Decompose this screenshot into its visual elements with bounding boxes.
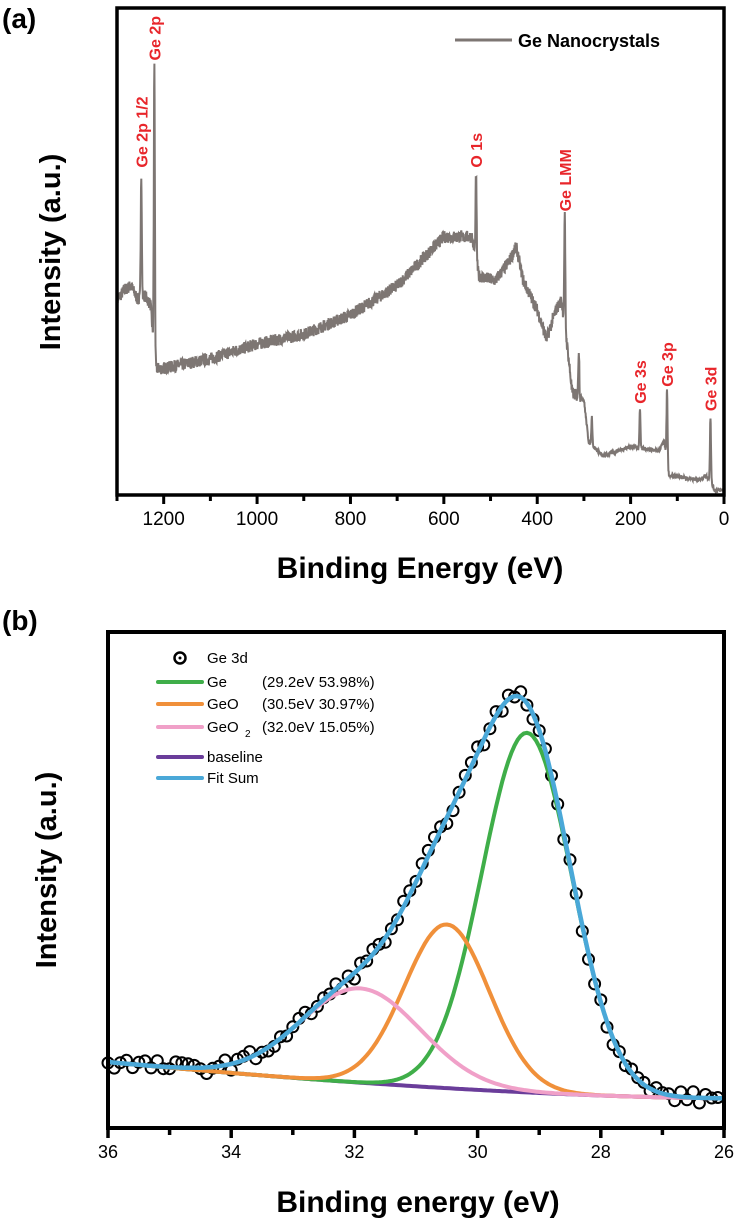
peak-label: Ge LMM [558, 149, 575, 211]
panel-b-legend: Ge 3d Ge (29.2eV 53.98%) GeO (30.5eV 30.… [156, 650, 375, 787]
legend-detail-geo: (30.5eV 30.97%) [262, 696, 375, 713]
legend-label-geo2: GeO [207, 719, 239, 736]
panel-a-label: (a) [2, 3, 36, 34]
x-tick-label: 600 [428, 509, 460, 530]
data-point-ge-3d [452, 785, 466, 799]
legend-subscript-geo2: 2 [245, 729, 251, 740]
legend-label-baseline: baseline [207, 749, 263, 766]
x-tick-label: 200 [615, 509, 647, 530]
legend-label-ge: Ge [207, 674, 227, 691]
x-tick-label: 800 [335, 509, 367, 530]
x-tick-label: 0 [719, 509, 730, 530]
legend-label-geo: GeO [207, 696, 239, 713]
peak-label: Ge 3s [633, 360, 650, 404]
legend-detail-ge: (29.2eV 53.98%) [262, 674, 375, 691]
panel-b-plot-area [101, 685, 725, 1110]
panel-b-label: (b) [2, 605, 38, 636]
peak-label: Ge 2p 1/2 [134, 96, 151, 167]
component-curve-geo2 [107, 986, 724, 1101]
fit-sum-curve [107, 693, 724, 1101]
peak-label: Ge 2p [147, 16, 164, 61]
panel-a-legend: Ge Nanocrystals [455, 31, 660, 51]
x-tick-label: 36 [98, 1142, 118, 1162]
x-tick-label: 30 [468, 1142, 488, 1162]
legend-label-fit-sum: Fit Sum [207, 770, 259, 787]
panel-a-frame [115, 6, 726, 497]
data-point-ge-3d [384, 922, 398, 936]
peak-label: Ge 3p [660, 342, 677, 387]
x-tick-label: 26 [714, 1142, 734, 1162]
legend-marker-dot [178, 656, 182, 660]
x-tick-label: 400 [521, 509, 553, 530]
x-tick-label: 1000 [236, 509, 278, 530]
data-point-ge-3d [286, 1020, 300, 1034]
panel-b: (b) 36 34 32 30 28 26 Intensity (a.u.) Bindin… [2, 605, 734, 1219]
data-point-ge-3d [310, 999, 324, 1013]
panel-a-xlabel: Binding Energy (eV) [277, 552, 564, 585]
peak-label: Ge 3d [703, 367, 720, 411]
x-tick-label: 1200 [143, 509, 185, 530]
x-tick-label: 28 [591, 1142, 611, 1162]
legend-label-ge-nanocrystals: Ge Nanocrystals [518, 31, 660, 51]
x-tick-label: 32 [344, 1142, 364, 1162]
data-point-ge-3d [274, 1030, 287, 1044]
panel-b-x-axis: 36 34 32 30 28 26 [98, 1128, 734, 1162]
x-tick-label: 34 [221, 1142, 241, 1162]
panel-a-plot-area: Ge 2p 1/2 Ge 2p O 1s Ge LMM Ge 3s Ge 3p Ge 3d [116, 16, 725, 496]
data-point-ge-3d [520, 698, 534, 712]
panel-b-ylabel: Intensity (a.u.) [31, 772, 63, 969]
survey-spectrum-line [116, 63, 725, 496]
legend-label-ge-3d: Ge 3d [207, 650, 248, 667]
legend-detail-geo2: (32.0eV 15.05%) [262, 719, 375, 736]
panel-a-ylabel: Intensity (a.u.) [35, 154, 67, 351]
panel-a-x-axis: 1200 1000 800 600 400 200 0 [115, 495, 730, 530]
legend-marker-ge-3d [173, 651, 187, 665]
data-point-ge-3d [360, 954, 374, 968]
panel-b-xlabel: Binding energy (eV) [276, 1186, 559, 1219]
component-curve-ge [107, 730, 724, 1101]
peak-label: O 1s [469, 133, 486, 168]
